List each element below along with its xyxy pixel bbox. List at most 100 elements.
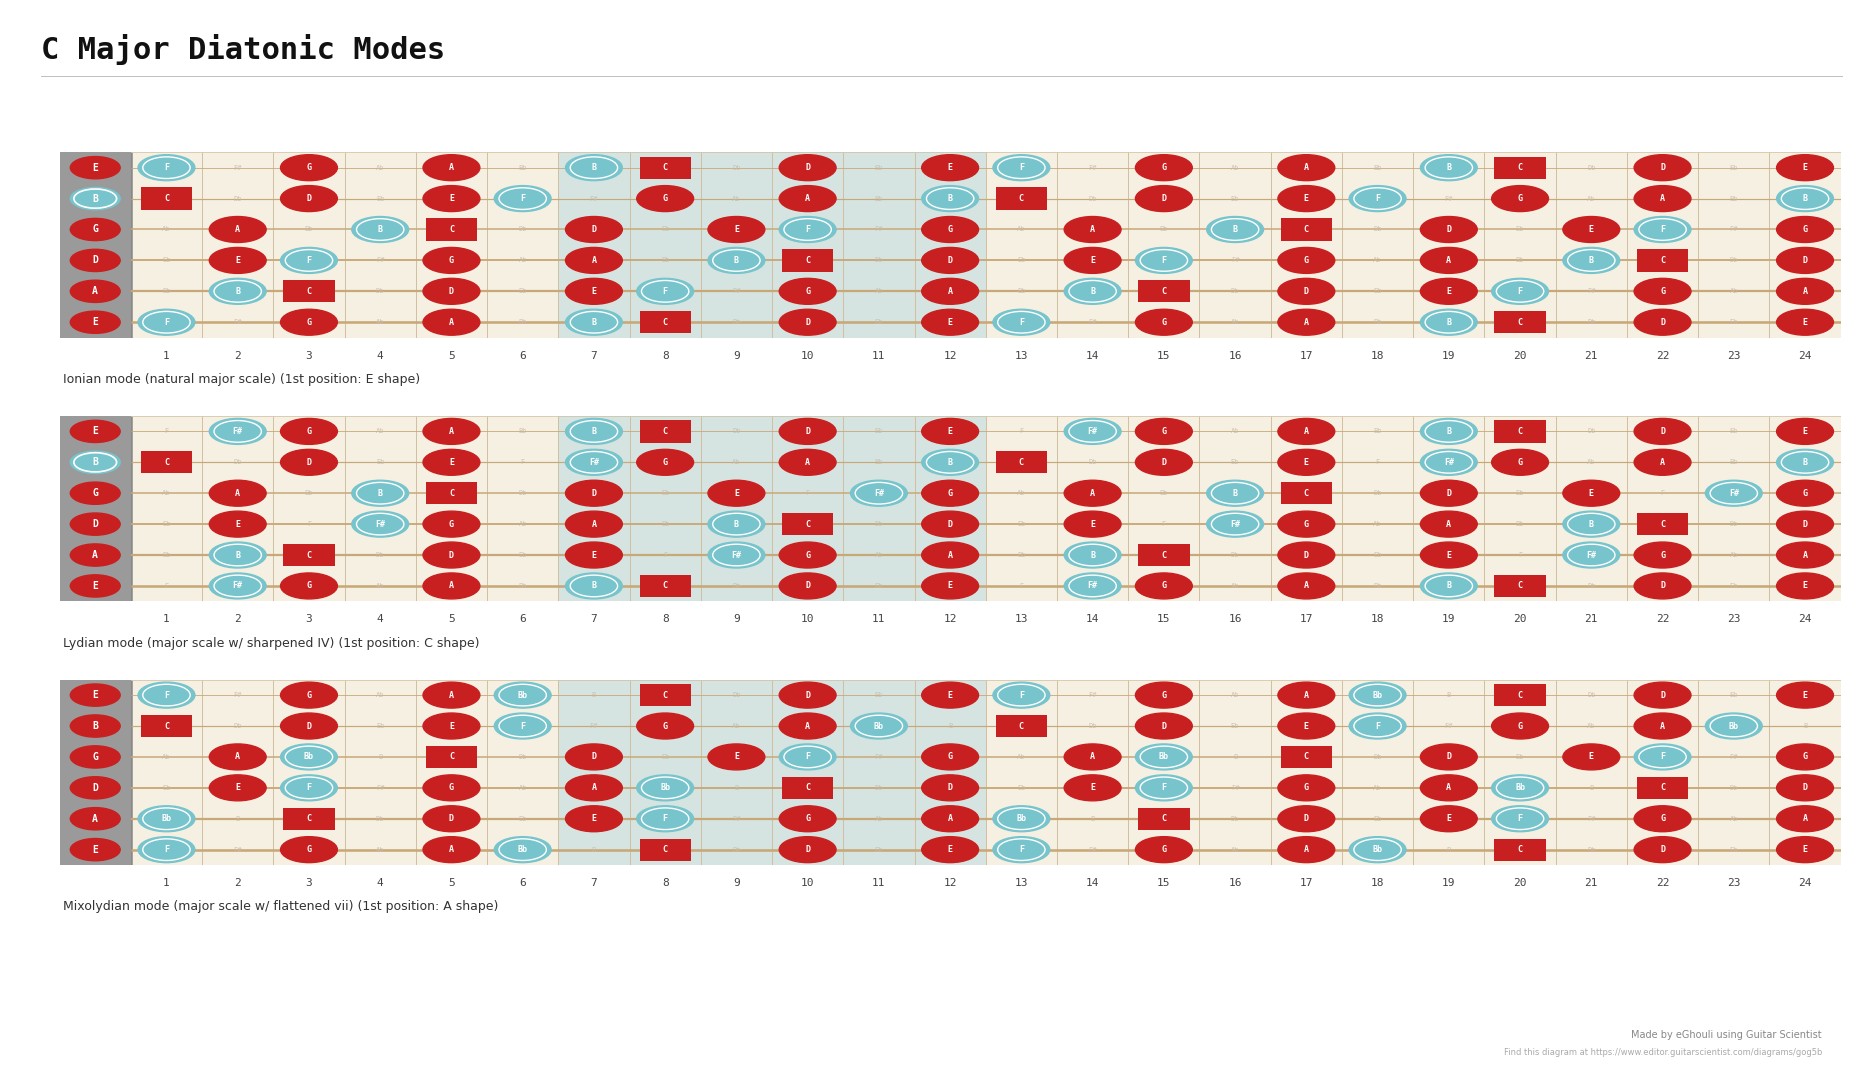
Bar (1494, 575, 1546, 597)
Ellipse shape (71, 280, 121, 302)
Text: Eb: Eb (1729, 165, 1738, 170)
Text: Bb: Bb (304, 753, 315, 761)
Ellipse shape (993, 836, 1049, 863)
Ellipse shape (423, 542, 481, 568)
Bar (1638, 513, 1688, 535)
Ellipse shape (1777, 572, 1833, 599)
Text: E: E (1803, 690, 1807, 700)
Text: E: E (1589, 753, 1595, 761)
Ellipse shape (1777, 418, 1833, 445)
Ellipse shape (637, 185, 693, 211)
Text: Db: Db (1373, 490, 1382, 496)
Ellipse shape (209, 217, 266, 242)
Text: B: B (592, 847, 596, 852)
Ellipse shape (1634, 418, 1692, 445)
Text: Bb: Bb (518, 165, 527, 170)
Text: G: G (306, 845, 311, 854)
Text: C: C (1660, 520, 1666, 528)
Bar (995, 451, 1047, 474)
Text: Eb: Eb (661, 490, 669, 496)
Text: E: E (734, 225, 740, 234)
Text: A: A (235, 753, 240, 761)
Text: Db: Db (732, 429, 741, 434)
Text: D: D (1304, 287, 1310, 296)
Ellipse shape (779, 154, 836, 181)
Text: Eb: Eb (1729, 429, 1738, 434)
Text: E: E (93, 317, 99, 327)
Text: D: D (1304, 551, 1310, 560)
Ellipse shape (566, 279, 622, 304)
Text: A: A (93, 814, 99, 823)
Text: C: C (164, 458, 170, 466)
Text: C: C (449, 753, 455, 761)
Text: 16: 16 (1228, 351, 1243, 360)
Text: D: D (805, 163, 810, 173)
Text: G: G (1803, 753, 1807, 761)
Text: Bb: Bb (874, 721, 883, 730)
Text: Eb: Eb (1373, 816, 1382, 822)
Text: Eb: Eb (518, 816, 527, 822)
Ellipse shape (1278, 449, 1334, 475)
Ellipse shape (281, 682, 337, 709)
Text: F: F (164, 163, 170, 173)
Text: Bb: Bb (1159, 490, 1168, 496)
Bar (639, 684, 691, 706)
Ellipse shape (1634, 449, 1692, 475)
Bar (630, 416, 700, 601)
Bar (60, 680, 130, 865)
Bar (782, 250, 833, 271)
Text: Db: Db (376, 288, 384, 295)
Text: E: E (1803, 427, 1807, 436)
Ellipse shape (494, 682, 551, 709)
Ellipse shape (1492, 185, 1548, 211)
Ellipse shape (209, 775, 266, 801)
Ellipse shape (71, 838, 121, 861)
Text: Db: Db (1729, 521, 1738, 527)
Text: B: B (1446, 581, 1451, 591)
Ellipse shape (922, 248, 978, 273)
Ellipse shape (779, 572, 836, 599)
Ellipse shape (209, 511, 266, 537)
Text: G: G (805, 815, 810, 823)
Text: D: D (591, 753, 596, 761)
Text: A: A (948, 815, 952, 823)
Ellipse shape (637, 713, 693, 739)
Text: Eb: Eb (1729, 319, 1738, 325)
Text: C: C (663, 690, 667, 700)
Text: A: A (449, 427, 455, 436)
Text: F#: F# (233, 581, 242, 591)
Ellipse shape (71, 311, 121, 333)
Ellipse shape (708, 248, 766, 273)
Text: G: G (1304, 256, 1310, 265)
Text: F: F (805, 225, 810, 234)
Text: 15: 15 (1157, 878, 1170, 888)
Text: A: A (1304, 845, 1310, 854)
Text: E: E (1446, 815, 1451, 823)
Ellipse shape (566, 572, 622, 599)
Text: 4: 4 (376, 614, 384, 624)
Text: B: B (1446, 163, 1451, 173)
Bar (639, 575, 691, 597)
Ellipse shape (1777, 806, 1833, 832)
Text: F: F (1660, 753, 1666, 761)
Ellipse shape (922, 806, 978, 832)
Text: B: B (948, 458, 952, 466)
Text: G: G (1161, 163, 1166, 173)
Text: F: F (663, 815, 667, 823)
Text: Bb: Bb (1515, 784, 1526, 792)
Text: E: E (734, 489, 740, 497)
Ellipse shape (494, 713, 551, 739)
Ellipse shape (1777, 542, 1833, 568)
Ellipse shape (851, 713, 907, 739)
Text: F: F (164, 583, 170, 589)
Text: Ab: Ab (874, 552, 883, 559)
Text: A: A (449, 690, 455, 700)
Text: Db: Db (518, 754, 527, 760)
Ellipse shape (281, 713, 337, 739)
Bar (639, 838, 691, 861)
Ellipse shape (1777, 511, 1833, 537)
Ellipse shape (209, 418, 266, 445)
Text: 6: 6 (520, 614, 525, 624)
Text: Ab: Ab (1231, 693, 1239, 698)
Bar (995, 188, 1047, 210)
